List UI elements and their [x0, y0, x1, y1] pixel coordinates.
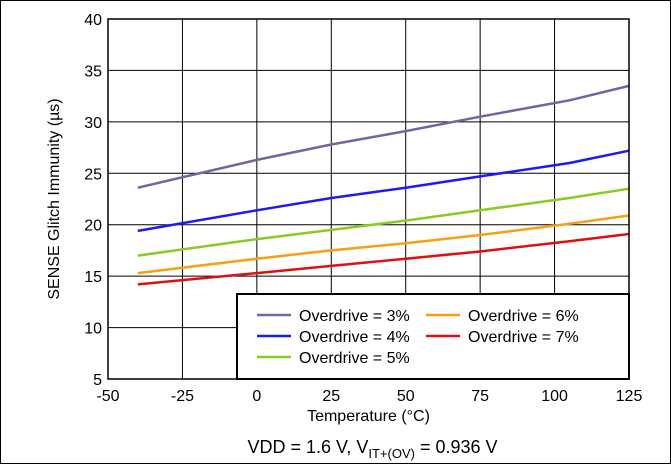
x-tick-label: 125: [616, 388, 643, 405]
y-tick-label: 5: [93, 372, 102, 389]
legend: Overdrive = 3% Overdrive = 6% Overdrive = …: [236, 293, 630, 380]
y-tick-label: 35: [84, 63, 102, 80]
x-tick-label: -50: [96, 388, 119, 405]
y-tick-label: 20: [84, 218, 102, 235]
x-tick-label: 100: [541, 388, 568, 405]
x-tick-label: 0: [252, 388, 261, 405]
y-tick-label: 30: [84, 115, 102, 132]
series-line-2: [137, 149, 630, 233]
legend-entry-label: Overdrive = 5%: [299, 350, 410, 367]
x-tick-labels: -50 -25 0 25 50 75 100 125: [96, 388, 642, 405]
series-line-4: [137, 214, 630, 275]
y-tick-label: 25: [84, 166, 102, 183]
chart-caption: VDD = 1.6 V, VIT+(OV) = 0.936 V: [247, 437, 497, 461]
legend-entry-label: Overdrive = 4%: [299, 329, 410, 346]
legend-entry-label: Overdrive = 7%: [468, 329, 579, 346]
x-tick-label: 50: [397, 388, 415, 405]
x-axis-label: Temperature (°C): [307, 408, 430, 425]
y-tick-label: 40: [84, 12, 102, 29]
caption-prefix: VDD = 1.6 V, V: [247, 437, 368, 457]
y-tick-label: 10: [84, 321, 102, 338]
series-line-5: [137, 232, 630, 286]
x-tick-label: 75: [471, 388, 489, 405]
caption-suffix: = 0.936 V: [415, 437, 498, 457]
y-axis-label: SENSE Glitch Immunity (µs): [46, 98, 63, 299]
grid-lines: [107, 18, 630, 380]
caption-subscript: IT+(OV): [368, 446, 415, 461]
y-tick-label: 15: [84, 269, 102, 286]
x-tick-label: -25: [171, 388, 194, 405]
series-lines: [137, 84, 630, 286]
x-tick-label: 25: [322, 388, 340, 405]
legend-entry-label: Overdrive = 3%: [299, 308, 410, 325]
series-line-1: [137, 84, 630, 189]
series-line-3: [137, 187, 630, 257]
legend-entry-label: Overdrive = 6%: [468, 308, 579, 325]
y-tick-labels: 5 10 15 20 25 30 35 40: [84, 12, 102, 389]
